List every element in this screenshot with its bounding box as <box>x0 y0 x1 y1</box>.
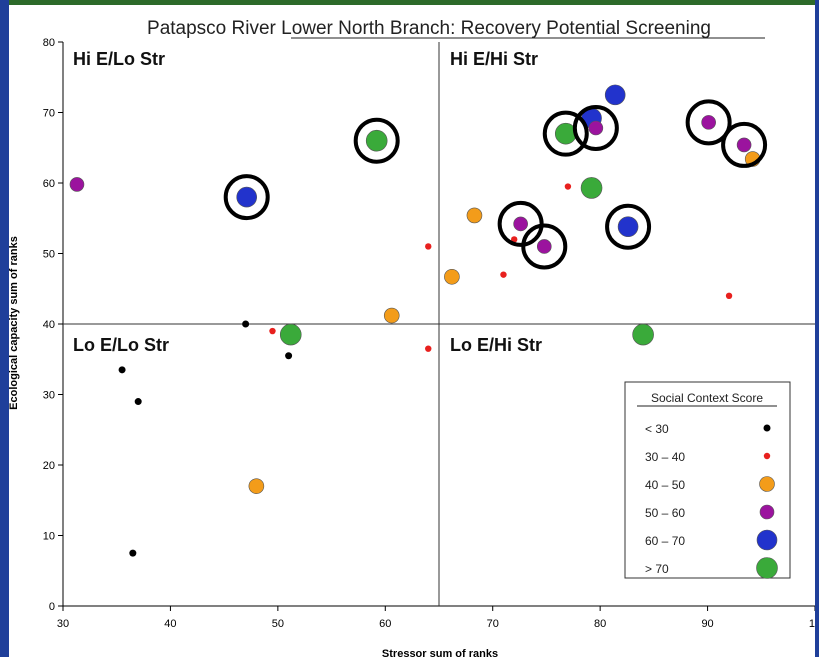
legend-entry-label: 60 – 70 <box>645 534 685 548</box>
data-point <box>134 398 142 406</box>
x-tick-label: 10 <box>809 618 815 630</box>
data-point <box>500 271 507 278</box>
legend-entry-label: > 70 <box>645 562 669 576</box>
quadrant-label: Hi E/Hi Str <box>450 49 538 69</box>
data-point <box>701 115 716 130</box>
y-tick-label: 10 <box>43 531 55 543</box>
data-point <box>444 268 460 285</box>
data-point <box>236 186 258 208</box>
quadrant-label: Lo E/Hi Str <box>450 335 542 355</box>
data-point <box>632 323 654 346</box>
data-point <box>69 177 85 192</box>
highlight-circle <box>685 99 732 146</box>
data-point <box>269 327 276 335</box>
chart-title: Patapsco River Lower North Branch: Recov… <box>147 18 711 39</box>
highlight-circle <box>721 121 768 168</box>
y-axis-title: Ecological capacity sum of ranks <box>9 236 20 410</box>
data-point <box>285 352 293 360</box>
data-point <box>425 243 432 250</box>
quadrant-label: Lo E/Lo Str <box>73 335 169 355</box>
data-point <box>513 216 528 232</box>
legend-marker <box>759 504 775 520</box>
x-tick-label: 90 <box>701 618 713 630</box>
plot-area: 304050607080901001020304050607080Hi E/Lo… <box>43 37 815 630</box>
data-point <box>118 366 126 374</box>
data-point <box>466 207 483 224</box>
x-axis-title: Stressor sum of ranks <box>382 648 498 657</box>
data-point <box>604 84 626 106</box>
x-tick-label: 40 <box>164 618 176 630</box>
data-point <box>248 478 265 494</box>
data-point <box>564 183 572 190</box>
data-point <box>536 239 552 254</box>
data-point <box>425 345 432 352</box>
y-tick-label: 80 <box>43 37 55 49</box>
chart-frame: Patapsco River Lower North Branch: Recov… <box>9 0 815 657</box>
y-tick-label: 60 <box>43 178 55 190</box>
x-tick-label: 70 <box>487 618 499 630</box>
data-point <box>365 129 388 152</box>
legend-marker <box>763 452 771 460</box>
quadrant-label: Hi E/Lo Str <box>73 49 165 69</box>
legend-entry-label: 50 – 60 <box>645 506 685 520</box>
y-tick-label: 30 <box>43 390 55 402</box>
legend: Social Context Score < 30 30 – 40 40 – 50 5… <box>624 381 791 579</box>
data-point <box>725 292 733 299</box>
x-tick-label: 50 <box>272 618 284 630</box>
data-point <box>736 137 752 153</box>
data-point <box>242 320 250 328</box>
y-tick-label: 0 <box>49 601 55 613</box>
scatter-chart: Patapsco River Lower North Branch: Recov… <box>9 18 815 657</box>
y-tick-label: 40 <box>43 319 55 331</box>
highlight-circle <box>605 203 652 250</box>
highlight-circle <box>223 174 270 221</box>
highlight-circle <box>572 105 619 152</box>
legend-marker <box>759 476 775 492</box>
highlight-circle <box>542 110 589 157</box>
data-point <box>588 120 604 136</box>
highlight-circle <box>353 117 400 164</box>
data-point <box>580 177 603 199</box>
legend-marker <box>763 424 771 432</box>
data-point <box>617 216 639 238</box>
legend-marker <box>756 557 778 579</box>
legend-title: Social Context Score <box>651 391 763 405</box>
x-tick-label: 30 <box>57 618 69 630</box>
y-tick-label: 20 <box>43 460 55 472</box>
highlight-circle <box>521 223 568 270</box>
y-tick-label: 50 <box>43 249 55 261</box>
x-tick-label: 80 <box>594 618 606 630</box>
y-tick-label: 70 <box>43 108 55 120</box>
legend-entry-label: < 30 <box>645 422 669 436</box>
legend-marker <box>756 529 778 551</box>
data-point <box>279 323 302 346</box>
data-point <box>129 549 137 557</box>
x-tick-label: 60 <box>379 618 391 630</box>
legend-entry-label: 40 – 50 <box>645 478 685 492</box>
legend-entry-label: 30 – 40 <box>645 450 685 464</box>
data-point <box>383 307 400 324</box>
data-point <box>511 236 518 243</box>
